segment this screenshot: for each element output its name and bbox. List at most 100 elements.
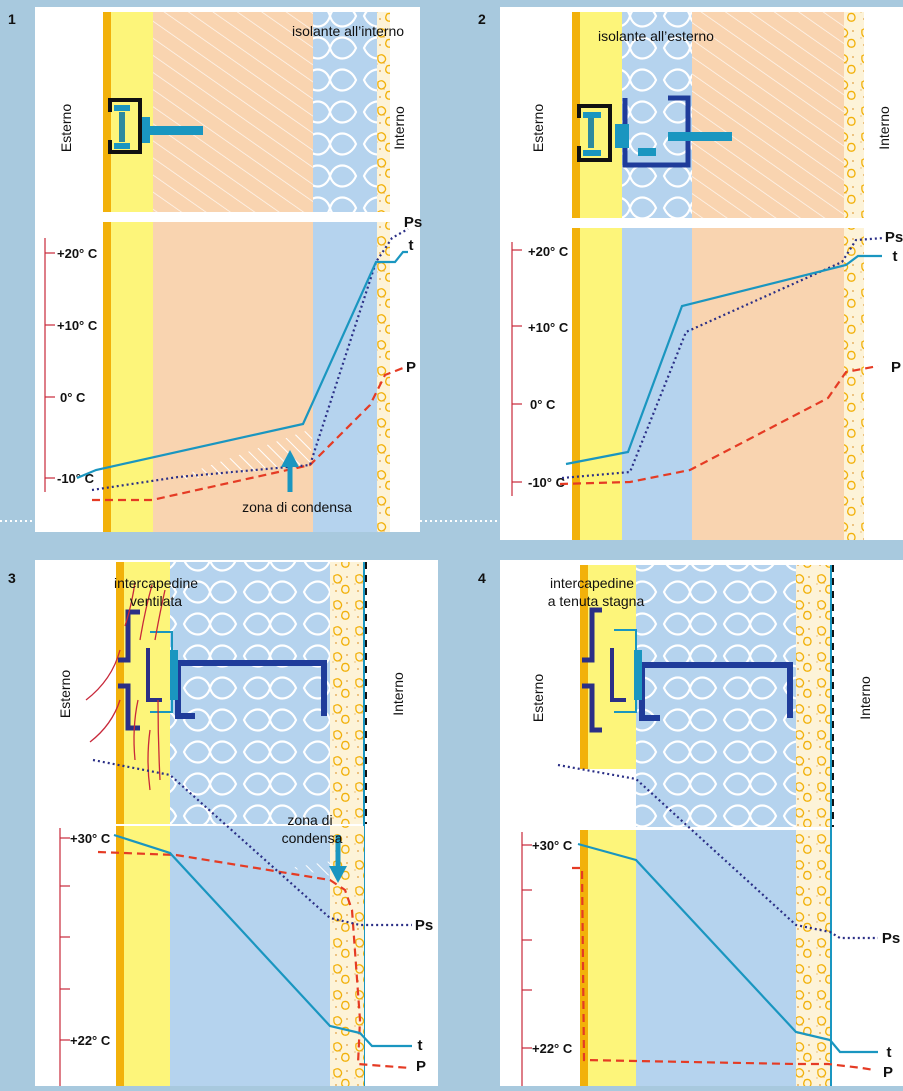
panel-2-tick-plus20: +20° C: [528, 244, 569, 259]
panel-3-inside-label: Interno: [390, 672, 406, 716]
panel-3-vapour-pressure-curve: [97, 850, 411, 1070]
panel-2-tick-minus10: -10° C: [528, 475, 566, 490]
panel-2-saturation-pressure-curve: [561, 236, 885, 480]
panel-1-plaster: [377, 12, 390, 212]
panel-4-label-p: P: [883, 1064, 893, 1081]
panel-4: 4 +30° C +22° C inter: [478, 560, 903, 1086]
panel-4-plaster-lower: [796, 830, 830, 1086]
panel-4-tick-plus30: +30° C: [532, 838, 573, 853]
panel-4-bracket: [582, 607, 793, 733]
panel-1-number: 1: [8, 11, 16, 27]
panel-1-condensation-zone: [178, 428, 313, 480]
panel-1-saturation-pressure-curve: [91, 228, 409, 492]
panel-3-condensation-arrow: [329, 835, 347, 883]
panel-2-cladding-edge-lower: [572, 228, 580, 540]
panel-1-inside-label: Interno: [391, 106, 407, 150]
panel-3-saturation-pressure-curve: [92, 758, 412, 927]
panel-2-insulation-pattern: [622, 12, 692, 218]
panel-3-cavity-label-line1: intercapedine: [114, 575, 198, 591]
panel-1-plaster-lower: [377, 222, 390, 532]
panel-4-temperature-scale: [521, 832, 532, 1086]
panel-2-plaster-lower: [844, 228, 864, 540]
panel-3-temperature-scale: [59, 828, 70, 1086]
panel-3-number: 3: [8, 570, 16, 586]
panel-1-vapour-pressure-curve: [92, 366, 404, 502]
panel-3-outside-label: Esterno: [57, 670, 73, 718]
panel-2-outside-label: Esterno: [530, 104, 546, 152]
panel-4-temperature-curve: [577, 842, 878, 1054]
panel-2-cladding-lower: [580, 228, 622, 540]
panel-1-label-t: t: [409, 237, 414, 254]
panel-3-condensation-label-line2: condensa: [282, 830, 343, 846]
panel-3-insulation-lower: [170, 826, 330, 1086]
panel-4-cladding-lower: [588, 830, 636, 1086]
panel-2-cladding-edge: [572, 12, 580, 218]
panel-2-insulation-lower: [622, 228, 692, 540]
panel-1-tick-zero: 0° C: [60, 390, 86, 405]
panel-3: 3: [8, 560, 438, 1086]
panel-2-label-t: t: [893, 248, 898, 265]
panel-4-label-t: t: [887, 1044, 892, 1061]
panel-3-tick-plus22: +22° C: [70, 1033, 111, 1048]
panel-3-label-t: t: [418, 1037, 423, 1054]
panel-4-saturation-pressure-curve: [557, 763, 878, 940]
panel-3-label-p: P: [416, 1058, 426, 1075]
panel-1-temperature-curve: [76, 250, 408, 480]
panel-3-bracket: [118, 609, 327, 731]
panel-2-temperature-scale: [511, 242, 522, 496]
panel-4-cavity-label-line1: intercapedine: [550, 575, 634, 591]
panel-4-plaster: [796, 565, 830, 827]
panel-1-tick-plus10: +10° C: [57, 318, 98, 333]
panel-2-masonry-lower: [692, 228, 844, 540]
panel-2-inside-label: Interno: [876, 106, 892, 150]
panel-4-cladding-edge: [580, 565, 588, 769]
panel-3-condensation-label-line1: zona di: [287, 812, 332, 828]
panel-1-masonry-lower: [153, 222, 313, 532]
panel-1-insulation-label: isolante all’interno: [292, 23, 404, 39]
panel-3-insulation-pattern: [170, 562, 330, 824]
panel-1-tick-plus20: +20° C: [57, 246, 98, 261]
panel-1-masonry-hatch: [153, 12, 313, 212]
panel-4-tick-plus22: +22° C: [532, 1041, 573, 1056]
panel-3-temperature-curve: [113, 833, 412, 1048]
panel-2-masonry-hatch: [692, 12, 844, 218]
panel-2-plaster: [844, 12, 864, 218]
panel-4-inside-label: Interno: [857, 676, 873, 720]
panel-1-insulation-pattern: [313, 12, 377, 212]
panel-3-label-ps: Ps: [415, 917, 433, 934]
panel-2-label-ps: Ps: [885, 229, 903, 246]
panel-2-vapour-pressure-curve: [559, 364, 879, 486]
panel-1-temperature-scale: [44, 238, 55, 492]
panel-3-plaster: [330, 562, 364, 824]
panel-1-label-ps: Ps: [404, 214, 422, 231]
panel-4-insulation-lower: [636, 830, 796, 1086]
panel-1-condensation-arrow: [281, 450, 299, 492]
panel-3-condensation-zone: [290, 860, 338, 876]
panel-1-condensation-label: zona di condensa: [242, 499, 352, 515]
panel-3-cavity-label-line2: ventilata: [130, 593, 182, 609]
panel-1: 1 +20° C: [8, 7, 422, 532]
panel-2-tick-plus10: +10° C: [528, 320, 569, 335]
panel-2: 2 +20° C +10° C 0: [478, 7, 903, 540]
panel-2-label-p: P: [891, 359, 901, 376]
panel-1-outside-label: Esterno: [58, 104, 74, 152]
panel-2-tick-zero: 0° C: [530, 397, 556, 412]
panel-4-label-ps: Ps: [882, 930, 900, 947]
panel-1-bracket: [108, 98, 203, 154]
panel-3-cladding-lower: [124, 826, 170, 1086]
panel-2-insulation-label: isolante all’esterno: [598, 28, 714, 44]
panel-3-tick-plus30: +30° C: [70, 831, 111, 846]
panel-3-airflow-arrows: [85, 581, 166, 791]
panel-2-bracket: [577, 95, 732, 168]
panel-3-cladding-edge: [116, 562, 124, 824]
panel-4-outside-label: Esterno: [530, 674, 546, 722]
panel-2-temperature-curve: [565, 254, 882, 466]
panel-4-insulation-pattern: [636, 565, 796, 827]
panel-1-label-p: P: [406, 359, 416, 376]
panel-2-number: 2: [478, 11, 486, 27]
panel-1-cladding-edge-lower: [103, 222, 111, 532]
panel-1-cladding-lower: [111, 222, 153, 532]
panel-1-cladding-edge: [103, 12, 111, 212]
panel-4-cladding-edge-lower: [580, 830, 588, 1086]
